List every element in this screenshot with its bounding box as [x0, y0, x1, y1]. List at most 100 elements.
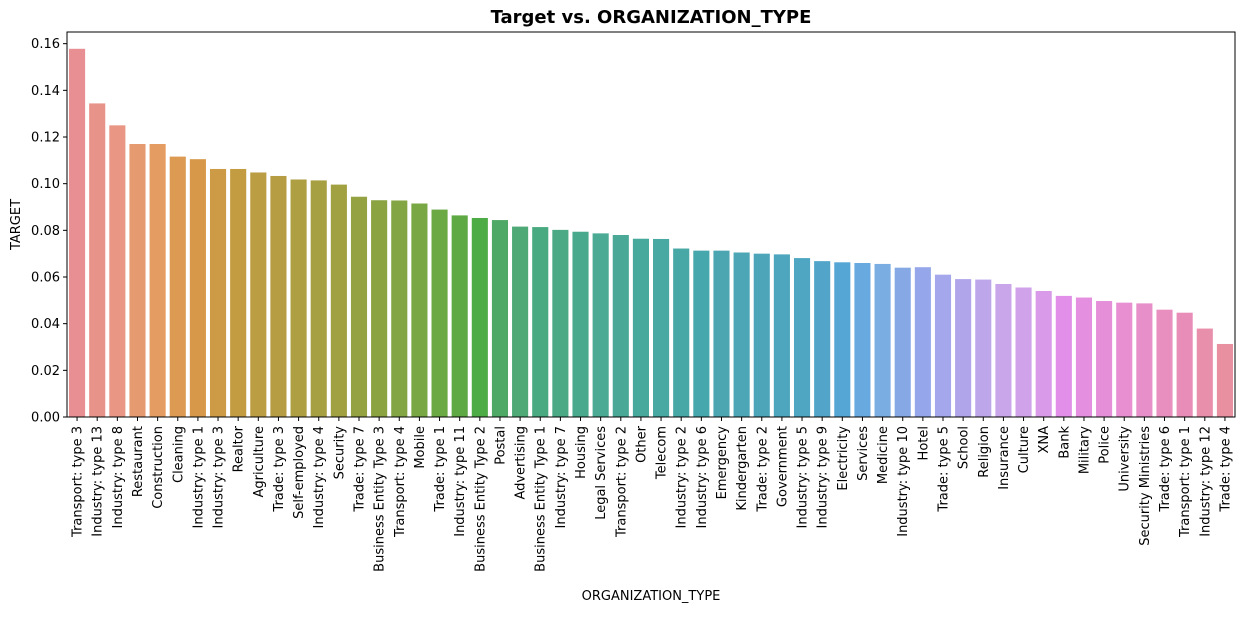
x-tick-label: Security Ministries [1138, 426, 1153, 546]
bar [975, 279, 992, 417]
x-axis-ticks: Transport: type 3 Industry: type 13 Indust… [71, 417, 1233, 572]
bar [1216, 343, 1233, 417]
x-tick-label: Legal Services [594, 426, 609, 520]
x-tick-label: Business Entity Type 3 [373, 426, 388, 572]
x-tick-label: Other [634, 425, 649, 463]
bar [1015, 287, 1032, 417]
x-tick-label: XNA [1037, 426, 1052, 454]
x-tick-label: Trade: type 7 [353, 426, 368, 513]
x-tick-label: Trade: type 4 [1218, 426, 1233, 513]
bar [330, 184, 347, 417]
x-tick-label: Government [775, 426, 790, 507]
bar [290, 179, 307, 417]
x-tick-label: Industry: type 10 [896, 426, 911, 537]
bar [592, 233, 609, 417]
x-tick-label: Medicine [876, 426, 891, 484]
bar [552, 229, 569, 417]
x-tick-label: Trade: type 3 [272, 426, 287, 513]
x-tick-label: Electricity [836, 426, 851, 491]
bar [250, 172, 267, 417]
x-tick-label: Restaurant [131, 426, 146, 497]
bar [572, 231, 589, 417]
bar [1075, 297, 1093, 417]
bar [632, 238, 649, 417]
bars-group [69, 48, 1233, 418]
x-tick-label: Security [332, 426, 347, 480]
x-tick-label: Construction [151, 426, 166, 509]
bar [149, 144, 166, 417]
bar [934, 274, 952, 417]
bar [793, 258, 811, 417]
x-tick-label: Industry: type 11 [453, 426, 468, 537]
bar [612, 235, 629, 417]
x-tick-label: Industry: type 13 [91, 426, 106, 537]
bar [451, 215, 468, 417]
x-tick-label: Industry: type 7 [554, 426, 569, 528]
bar [491, 220, 509, 417]
y-tick-label: 0.14 [31, 84, 60, 99]
bar [713, 250, 730, 417]
x-tick-label: Mobile [413, 426, 428, 469]
x-tick-label: Hotel [916, 426, 931, 460]
x-tick-label: Advertising [514, 426, 529, 500]
bar [814, 261, 831, 417]
x-tick-label: Services [856, 426, 871, 481]
y-tick-label: 0.12 [31, 131, 60, 146]
x-tick-label: Religion [977, 426, 992, 478]
y-tick-label: 0.02 [31, 364, 60, 379]
bar [471, 217, 488, 417]
bar [391, 200, 408, 417]
x-axis-label: ORGANIZATION_TYPE [582, 589, 721, 604]
x-tick-label: Industry: type 1 [191, 426, 206, 528]
bar [1176, 312, 1193, 417]
bar [874, 263, 891, 417]
x-tick-label: Industry: type 8 [111, 426, 126, 528]
bar [310, 180, 327, 417]
x-tick-label: School [957, 426, 972, 469]
bar [1116, 302, 1133, 417]
bar [894, 267, 911, 417]
bar [1055, 295, 1072, 417]
x-tick-label: Kindergarten [735, 426, 750, 511]
x-tick-label: Industry: type 4 [312, 426, 327, 528]
x-tick-label: Transport: type 4 [393, 426, 408, 538]
bar [834, 262, 851, 417]
x-tick-label: Realtor [232, 425, 247, 472]
x-tick-label: Trade: type 6 [1158, 426, 1173, 513]
bar [129, 144, 146, 417]
bar [270, 175, 287, 417]
y-tick-label: 0.10 [31, 177, 60, 192]
bar [753, 253, 770, 417]
x-tick-label: Industry: type 3 [212, 426, 227, 528]
bar [69, 48, 86, 418]
bar [653, 238, 670, 417]
x-tick-label: Emergency [715, 426, 730, 500]
bar [371, 200, 388, 417]
x-tick-label: Industry: type 6 [695, 426, 710, 528]
x-tick-label: Culture [1017, 426, 1032, 473]
x-tick-label: Telecom [655, 426, 670, 480]
bar [733, 252, 750, 417]
bar [431, 209, 448, 417]
bar [693, 250, 710, 417]
bar [350, 196, 368, 417]
bar [995, 284, 1012, 417]
bar [169, 156, 186, 417]
y-tick-label: 0.06 [31, 271, 60, 286]
bar [1196, 328, 1213, 417]
y-tick-label: 0.00 [31, 411, 60, 426]
bar [532, 227, 549, 417]
x-tick-label: Industry: type 2 [675, 426, 690, 528]
y-tick-label: 0.04 [31, 317, 60, 332]
x-tick-label: Military [1077, 426, 1092, 474]
x-tick-label: Trade: type 2 [755, 426, 770, 513]
x-tick-label: Business Entity Type 2 [473, 426, 488, 572]
bar [854, 263, 871, 417]
x-tick-label: Postal [493, 426, 508, 465]
bar [673, 248, 690, 417]
plot-frame [66, 31, 1236, 418]
x-tick-label: Trade: type 5 [937, 426, 952, 513]
x-tick-label: Transport: type 1 [1178, 426, 1193, 538]
bar [1035, 291, 1052, 417]
x-tick-label: Industry: type 5 [796, 426, 811, 528]
